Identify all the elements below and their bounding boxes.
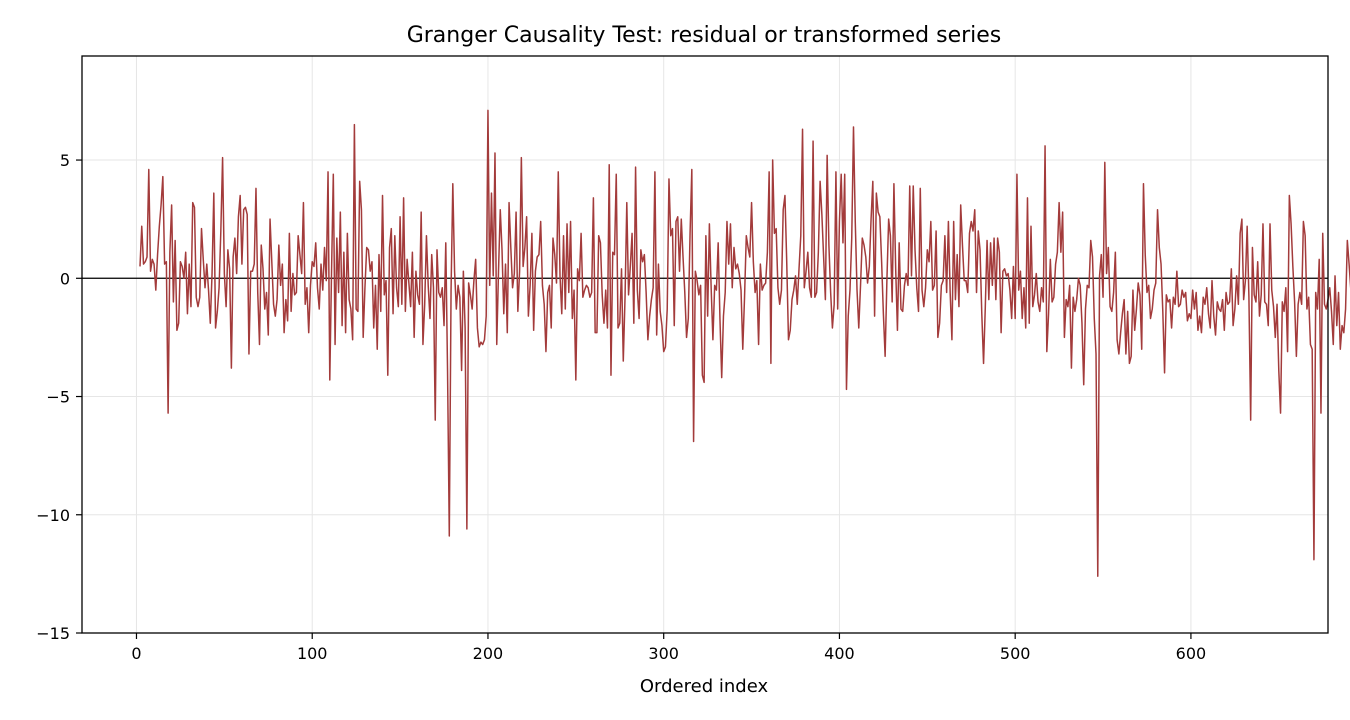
chart-title: Granger Causality Test: residual or tran… (407, 23, 1002, 48)
x-tick-label: 300 (648, 644, 679, 663)
plot-frame (81, 55, 1329, 634)
x-axis-label: Ordered index (640, 676, 769, 697)
x-tick-label: 500 (1000, 644, 1031, 663)
x-tick-label: 0 (131, 644, 141, 663)
y-tick-label: 0 (60, 269, 70, 288)
axis-ticks: 0 100 200 300 400 500 600 −15 −10 −5 0 5 (36, 151, 1206, 663)
series-line (139, 109, 1350, 577)
y-tick-label: −15 (36, 624, 70, 643)
x-tick-label: 600 (1176, 644, 1207, 663)
x-tick-label: 100 (297, 644, 328, 663)
y-tick-label: 5 (60, 151, 70, 170)
y-tick-label: −5 (46, 388, 70, 407)
x-tick-label: 400 (824, 644, 855, 663)
x-tick-label: 200 (473, 644, 504, 663)
y-tick-label: −10 (36, 506, 70, 525)
